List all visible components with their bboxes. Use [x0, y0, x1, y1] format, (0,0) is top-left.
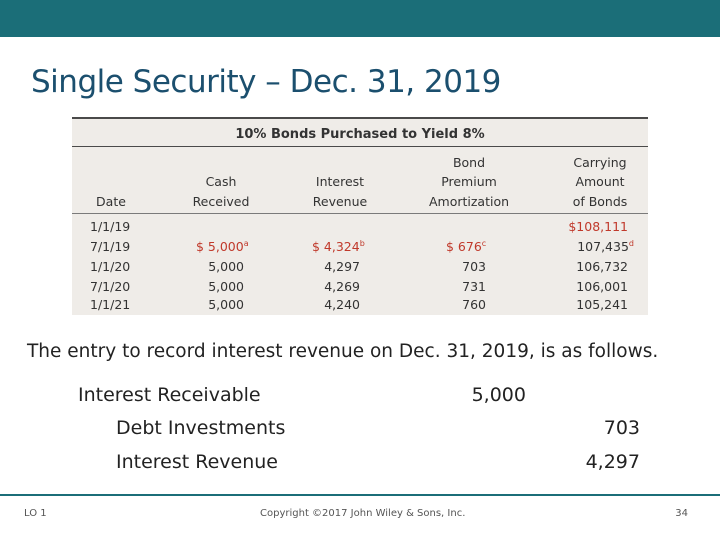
header-premium-line-1: Bond — [452, 154, 486, 170]
cell-carrying-row-3: 106,732 — [576, 259, 628, 274]
cell-premium-row-2-value: $ 676 — [446, 239, 482, 254]
journal-debit-amount: 5,000 — [471, 384, 526, 406]
cell-date-row-2: 7/1/19 — [90, 239, 131, 254]
footer-rule — [0, 494, 720, 496]
journal-credit-account-2: Interest Revenue — [116, 451, 279, 473]
cell-premium-row-5: 760 — [462, 297, 486, 312]
cell-cash-row-2-value: $ 5,000 — [196, 239, 244, 254]
cell-cash-row-4: 5,000 — [208, 279, 244, 294]
cell-carrying-row-5: 105,241 — [576, 297, 628, 312]
cell-interest-row-4: 4,269 — [324, 279, 360, 294]
header-cash-line-1: Cash — [205, 174, 237, 189]
cell-cash-row-2: $ 5,000a — [196, 237, 249, 257]
cell-date-row-5: 1/1/21 — [90, 297, 131, 312]
header-premium-line-2: Premium — [441, 174, 497, 189]
cell-date-row-4: 7/1/20 — [90, 279, 131, 294]
header-carrying-line-2: Amount — [575, 174, 625, 189]
header-carrying-line-1: Carrying — [573, 154, 627, 170]
cell-date-row-1: 1/1/19 — [90, 219, 131, 234]
table-top-rule — [72, 117, 648, 119]
header-interest-line-1: Interest — [315, 174, 365, 189]
header-carrying-amount: Carrying Amount of Bonds — [560, 153, 640, 211]
cell-carrying-row-2: 107,435d — [577, 237, 634, 257]
entry-description: The entry to record interest revenue on … — [27, 341, 659, 362]
cell-cash-row-3: 5,000 — [208, 259, 244, 274]
cell-carrying-row-4: 106,001 — [576, 279, 628, 294]
cell-interest-row-2-value: $ 4,324 — [312, 239, 360, 254]
journal-debit-account: Interest Receivable — [78, 384, 261, 406]
journal-credit-amount-1: 703 — [603, 417, 640, 439]
header-cash-received: Cash Received — [180, 153, 262, 211]
learning-objective: LO 1 — [24, 508, 47, 519]
cell-interest-row-5: 4,240 — [324, 297, 360, 312]
header-interest-line-2: Revenue — [312, 193, 368, 209]
cell-date-row-3: 1/1/20 — [90, 259, 131, 274]
footnote-marker-d: d — [628, 238, 634, 248]
slide-title: Single Security – Dec. 31, 2019 — [31, 64, 501, 100]
table-header-rule — [72, 213, 648, 214]
header-premium-amortization: Bond Premium Amortization — [416, 153, 522, 211]
cell-premium-row-4: 731 — [462, 279, 486, 294]
cell-premium-row-3: 703 — [462, 259, 486, 274]
journal-credit-amount-2: 4,297 — [585, 451, 640, 473]
page-number: 34 — [675, 508, 688, 519]
header-premium-line-3: Amortization — [428, 193, 510, 209]
footnote-marker-b: b — [359, 238, 365, 248]
journal-credit-account-1: Debt Investments — [116, 417, 286, 439]
cell-carrying-row-2-value: 107,435 — [577, 239, 629, 254]
header-cash-line-2: Received — [192, 193, 250, 209]
header-interest-revenue: Interest Revenue — [298, 153, 382, 211]
footnote-marker-a: a — [243, 238, 249, 248]
table-caption-rule — [72, 146, 648, 147]
table-caption: 10% Bonds Purchased to Yield 8% — [235, 127, 485, 142]
cell-carrying-row-1: $108,111 — [568, 219, 628, 234]
header-date: Date — [82, 153, 140, 211]
footnote-marker-c: c — [481, 238, 487, 248]
header-carrying-line-3: of Bonds — [572, 193, 628, 209]
header-band — [0, 0, 720, 37]
bond-amortization-table: 10% Bonds Purchased to Yield 8% Date Cas… — [72, 117, 648, 315]
header-date-line: Date — [96, 193, 126, 209]
cell-interest-row-2: $ 4,324b — [312, 237, 365, 257]
cell-interest-row-3: 4,297 — [324, 259, 360, 274]
cell-premium-row-2: $ 676c — [446, 237, 486, 257]
copyright-notice: Copyright ©2017 John Wiley & Sons, Inc. — [260, 508, 466, 519]
cell-cash-row-5: 5,000 — [208, 297, 244, 312]
